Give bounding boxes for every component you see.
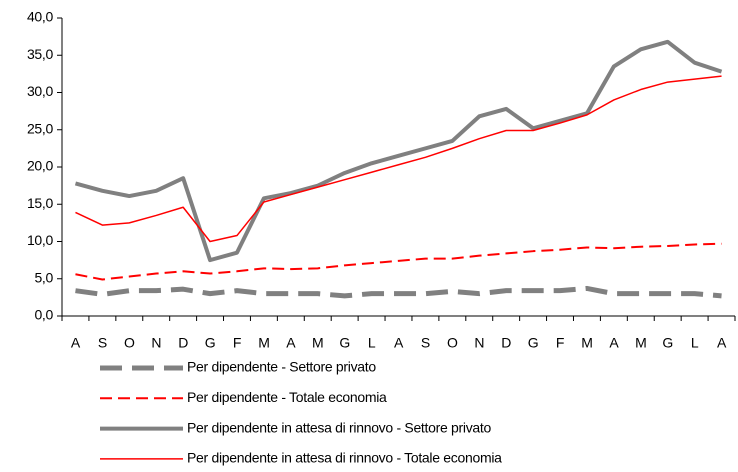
x-tick-label: M (581, 335, 592, 351)
y-tick-label: 0,0 (34, 307, 53, 323)
x-tick-label: G (205, 335, 216, 351)
x-tick-label: N (474, 335, 484, 351)
x-tick-label: F (556, 335, 564, 351)
x-tick-label: M (312, 335, 323, 351)
x-tick-label: S (98, 335, 107, 351)
x-tick-label: L (368, 335, 376, 351)
x-tick-label: M (258, 335, 269, 351)
x-tick-label: O (447, 335, 458, 351)
y-tick-label: 10,0 (27, 232, 54, 248)
x-tick-label: G (662, 335, 673, 351)
y-tick-label: 30,0 (27, 83, 54, 99)
x-tick-label: G (528, 335, 539, 351)
x-tick-label: F (233, 335, 241, 351)
legend-label: Per dipendente in attesa di rinnovo - Se… (187, 419, 491, 435)
x-tick-label: A (609, 335, 619, 351)
x-tick-label: N (151, 335, 161, 351)
y-tick-label: 15,0 (27, 195, 54, 211)
x-tick-label: L (691, 335, 699, 351)
x-tick-label: M (635, 335, 646, 351)
x-tick-label: A (717, 335, 727, 351)
legend-label: Per dipendente - Settore privato (187, 359, 376, 375)
series-line (75, 242, 722, 281)
y-tick-label: 40,0 (27, 9, 54, 25)
series-line (75, 75, 722, 243)
legend-label: Per dipendente in attesa di rinnovo - To… (187, 450, 502, 466)
x-tick-label: A (286, 335, 296, 351)
x-tick-label: A (394, 335, 404, 351)
y-tick-label: 20,0 (27, 158, 54, 174)
x-tick-label: D (501, 335, 511, 351)
x-tick-label: A (71, 335, 81, 351)
x-tick-label: S (421, 335, 430, 351)
x-tick-label: G (339, 335, 350, 351)
series-line (74, 39, 723, 263)
series-line (75, 285, 722, 299)
x-tick-label: O (124, 335, 135, 351)
legend-label: Per dipendente - Totale economia (187, 389, 387, 405)
y-tick-label: 5,0 (34, 269, 53, 285)
x-tick-label: D (178, 335, 188, 351)
y-tick-label: 25,0 (27, 120, 54, 136)
y-tick-label: 35,0 (27, 46, 54, 62)
